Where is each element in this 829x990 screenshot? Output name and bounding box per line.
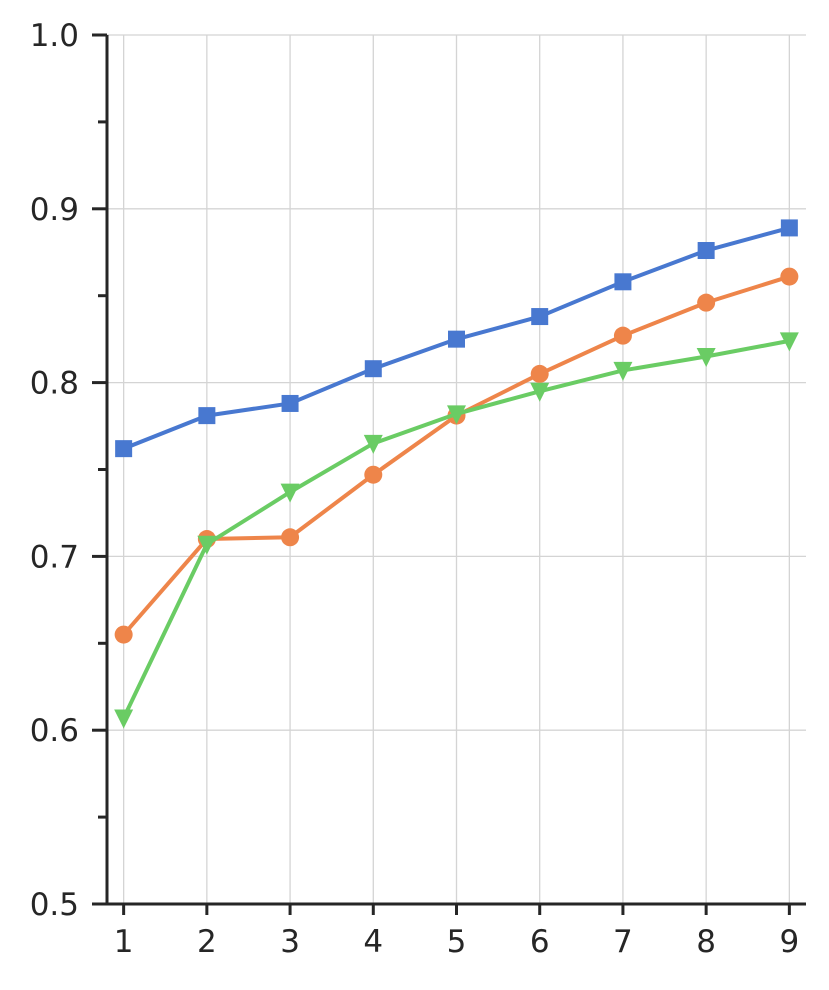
data-point-square: [531, 308, 549, 326]
x-tick-label: 1: [114, 924, 134, 960]
series-1: [115, 219, 798, 458]
data-point-triangle: [280, 483, 300, 503]
data-point-circle: [114, 625, 133, 644]
x-tick-label: 3: [280, 924, 300, 960]
y-tick-label: 0.6: [30, 713, 79, 749]
x-tick-label: 6: [530, 924, 550, 960]
data-point-square: [614, 273, 632, 291]
y-tick-label: 0.9: [30, 192, 79, 228]
x-tick-label: 4: [363, 924, 383, 960]
grid: [107, 34, 806, 904]
data-point-triangle: [447, 405, 466, 425]
x-tick-label: 9: [779, 924, 799, 960]
data-point-square: [448, 330, 465, 348]
y-tick-label: 0.7: [30, 539, 79, 575]
series-3: [114, 332, 799, 729]
data-point-square: [364, 360, 382, 378]
data-point-triangle: [696, 348, 716, 368]
data-point-triangle: [114, 709, 134, 729]
data-point-triangle: [613, 361, 633, 381]
data-point-triangle: [363, 434, 383, 454]
data-point-square: [697, 242, 715, 260]
x-tick-label: 8: [696, 924, 716, 960]
data-point-square: [780, 219, 798, 237]
data-point-square: [115, 440, 133, 458]
data-point-square: [198, 407, 216, 425]
data-point-triangle: [530, 382, 550, 402]
y-tick-label: 1.0: [30, 18, 79, 54]
y-tick-label: 0.5: [30, 887, 79, 923]
tick-labels: 1 2 3 4 5 6 7 8 9 0.5 0.6 0.7 0.8 0.9 1.0: [30, 18, 800, 960]
data-point-circle: [780, 267, 799, 286]
data-point-circle: [530, 364, 549, 383]
data-point-square: [281, 394, 299, 412]
data-point-triangle: [197, 535, 217, 555]
x-tick-label: 2: [197, 924, 217, 960]
data-point-triangle: [779, 332, 799, 352]
data-point-circle: [281, 528, 300, 547]
y-tick-label: 0.8: [30, 366, 79, 402]
series-layer: [114, 219, 799, 729]
data-point-circle: [364, 465, 383, 484]
data-point-circle: [697, 293, 716, 312]
data-point-circle: [613, 326, 632, 345]
axes: [92, 33, 806, 915]
x-tick-label: 5: [447, 924, 467, 960]
x-tick-label: 7: [613, 924, 633, 960]
